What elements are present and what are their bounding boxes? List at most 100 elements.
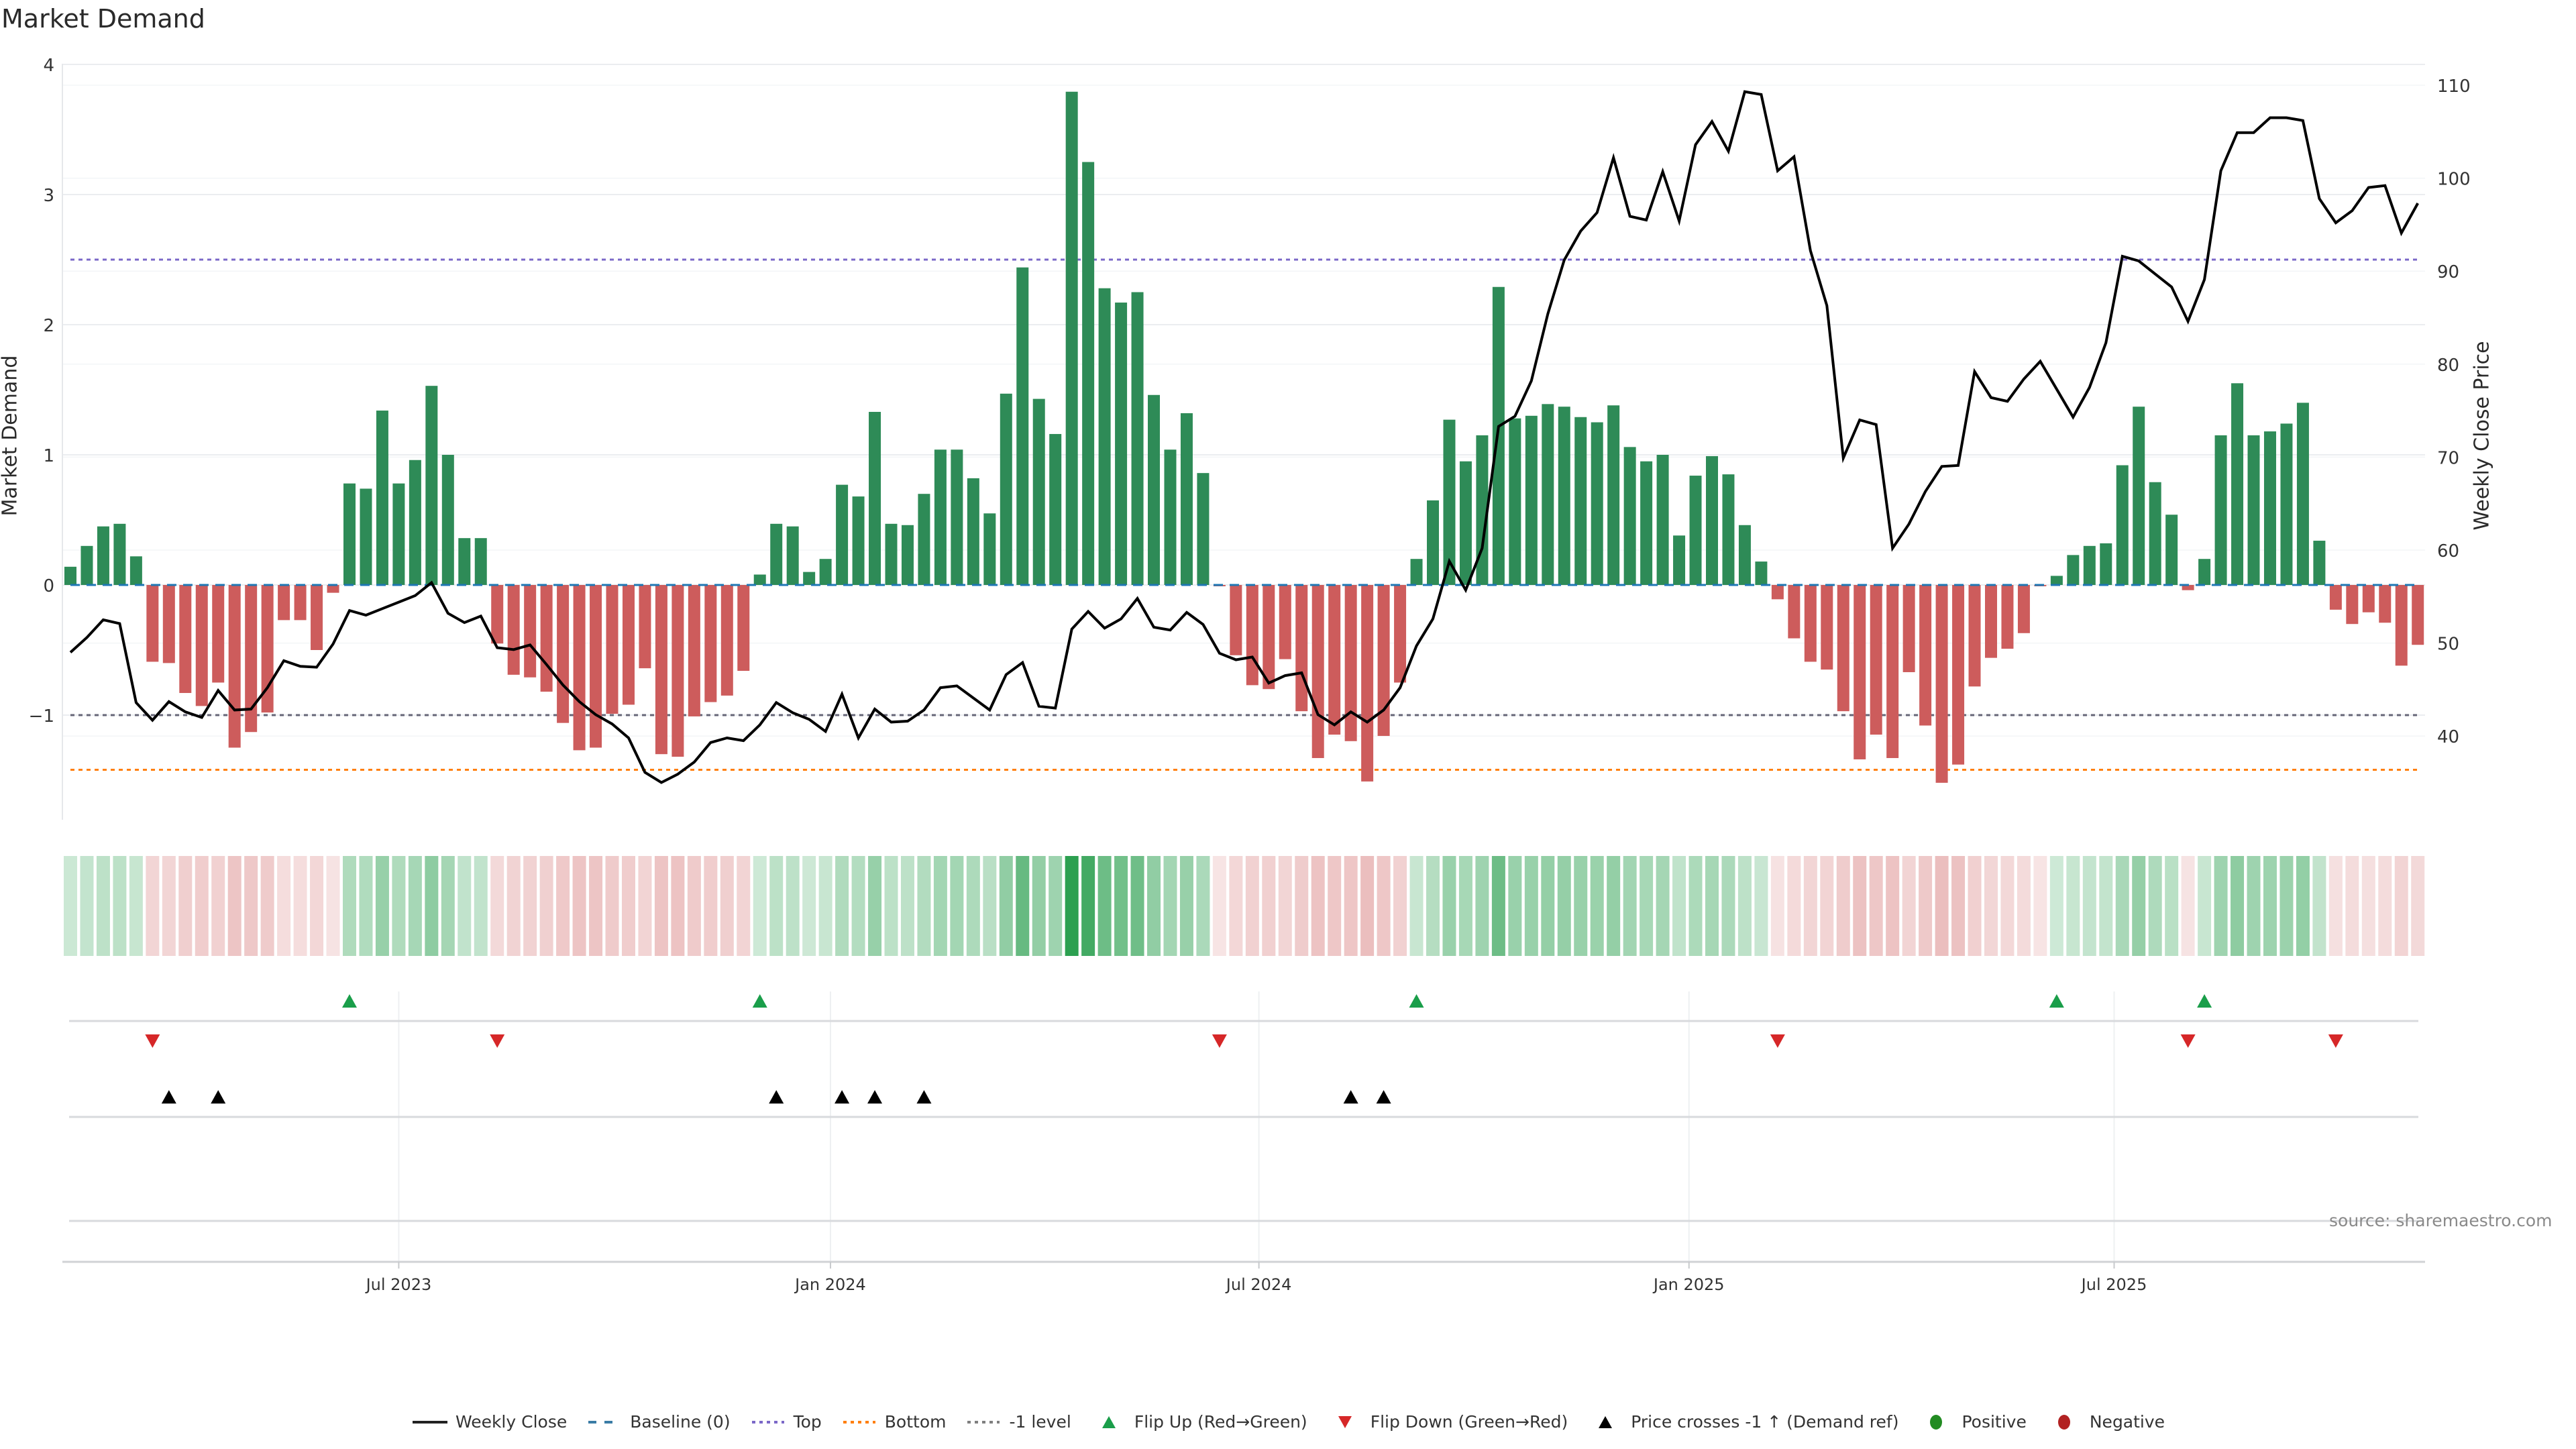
flip-down-marker xyxy=(2180,1034,2196,1048)
legend-item-flip-up[interactable]: Flip Up (Red→Green) xyxy=(1090,1412,1307,1432)
heat-cell xyxy=(113,856,127,956)
flip-up-marker xyxy=(341,994,357,1008)
heat-cell xyxy=(441,856,455,956)
heat-cell xyxy=(1426,856,1440,956)
legend-item-bottom[interactable]: Bottom xyxy=(841,1412,946,1432)
demand-bar xyxy=(2412,585,2424,645)
demand-bar xyxy=(951,449,963,585)
heat-cell xyxy=(720,856,734,956)
legend-item-flip-down[interactable]: Flip Down (Green→Red) xyxy=(1326,1412,1568,1432)
demand-bar xyxy=(2017,585,2030,633)
heat-cell xyxy=(2017,856,2031,956)
heat-cell xyxy=(2263,856,2277,956)
heat-cell xyxy=(1295,856,1309,956)
demand-bar xyxy=(1295,585,1308,712)
heat-cell xyxy=(769,856,784,956)
heat-cell xyxy=(572,856,586,956)
heat-cell xyxy=(1163,856,1177,956)
axes-layer: 4 3 2 1 0 −1 110 100 90 80 70 60 50 40 xyxy=(29,56,2471,820)
heat-cell xyxy=(2033,856,2047,956)
heat-cell xyxy=(1081,856,1095,956)
heat-cell xyxy=(1328,856,1342,956)
heat-cell xyxy=(917,856,931,956)
flip-up-marker xyxy=(2049,994,2064,1008)
heat-cell xyxy=(1935,856,1949,956)
demand-bar xyxy=(1394,585,1407,683)
demand-bar xyxy=(162,585,175,663)
demand-bar xyxy=(622,585,635,705)
heat-cell xyxy=(211,856,225,956)
heat-cell xyxy=(1278,856,1292,956)
heat-cell xyxy=(704,856,718,956)
heat-cell xyxy=(802,856,816,956)
heat-cell xyxy=(1919,856,1933,956)
demand-bar xyxy=(1542,404,1554,585)
flip-down-marker xyxy=(145,1034,160,1048)
heat-cell xyxy=(884,856,898,956)
demand-bar xyxy=(688,585,700,716)
legend-item-price-cross[interactable]: Price crosses -1 ↑ (Demand ref) xyxy=(1587,1412,1898,1432)
demand-bar xyxy=(1000,393,1012,585)
demand-bar xyxy=(1427,500,1440,585)
legend-item-negative[interactable]: Negative xyxy=(2045,1412,2165,1432)
heat-cell xyxy=(2361,856,2375,956)
demand-bar xyxy=(1263,585,1275,690)
demand-bar xyxy=(2362,585,2375,612)
heat-cell xyxy=(933,856,947,956)
close-line-layer xyxy=(69,90,2419,784)
heat-cell xyxy=(1902,856,1916,956)
demand-bar xyxy=(2395,585,2408,666)
heat-cell xyxy=(326,856,340,956)
heat-cell xyxy=(1968,856,1982,956)
y2-tick-label: 60 xyxy=(2437,541,2459,561)
heat-cell xyxy=(2000,856,2015,956)
legend-item-minus-one[interactable]: -1 level xyxy=(965,1412,1071,1432)
demand-bar xyxy=(1410,559,1423,585)
demand-bar xyxy=(1164,449,1177,585)
heat-cell xyxy=(1245,856,1259,956)
heat-cell xyxy=(458,856,472,956)
heat-cell xyxy=(1951,856,1966,956)
legend-item-weekly-close[interactable]: Weekly Close xyxy=(411,1412,567,1432)
demand-bar xyxy=(1902,585,1915,672)
heat-cell xyxy=(753,856,767,956)
demand-bar xyxy=(1525,415,1538,585)
heat-cell xyxy=(786,856,800,956)
heat-cell xyxy=(1130,856,1144,956)
legend-item-baseline[interactable]: Baseline (0) xyxy=(586,1412,731,1432)
demand-bar xyxy=(294,585,307,621)
heat-cell xyxy=(1803,856,1817,956)
demand-bar xyxy=(1377,585,1390,737)
demand-bar xyxy=(869,411,881,585)
legend-label: Top xyxy=(793,1412,822,1432)
demand-bar xyxy=(836,484,849,585)
heat-cell xyxy=(195,856,209,956)
demand-bar xyxy=(1148,394,1161,585)
dot-line-icon xyxy=(843,1420,875,1424)
demand-bar xyxy=(1640,461,1653,585)
heat-cell xyxy=(1377,856,1391,956)
demand-bar xyxy=(392,483,405,585)
legend-label: Price crosses -1 ↑ (Demand ref) xyxy=(1631,1412,1899,1432)
demand-bar xyxy=(852,496,865,585)
y-tick-label: 2 xyxy=(43,316,54,336)
heat-cell xyxy=(2181,856,2195,956)
demand-bar xyxy=(2263,431,2276,585)
demand-bar xyxy=(819,559,832,585)
legend-item-positive[interactable]: Positive xyxy=(1917,1412,2027,1432)
legend-item-top[interactable]: Top xyxy=(749,1412,822,1432)
legend-label: Flip Down (Green→Red) xyxy=(1370,1412,1568,1432)
demand-bar xyxy=(573,585,586,751)
heat-cell xyxy=(1065,856,1079,956)
demand-bar xyxy=(474,538,487,585)
heat-cell xyxy=(621,856,635,956)
x-tick-label: Jul 2025 xyxy=(2080,1275,2147,1294)
demand-bar xyxy=(1722,474,1735,585)
heat-cell xyxy=(293,856,307,956)
heat-cell xyxy=(1147,856,1161,956)
demand-bar xyxy=(1459,461,1472,585)
heat-cell xyxy=(868,856,882,956)
demand-bar xyxy=(704,585,717,702)
demand-bar xyxy=(2083,545,2096,585)
